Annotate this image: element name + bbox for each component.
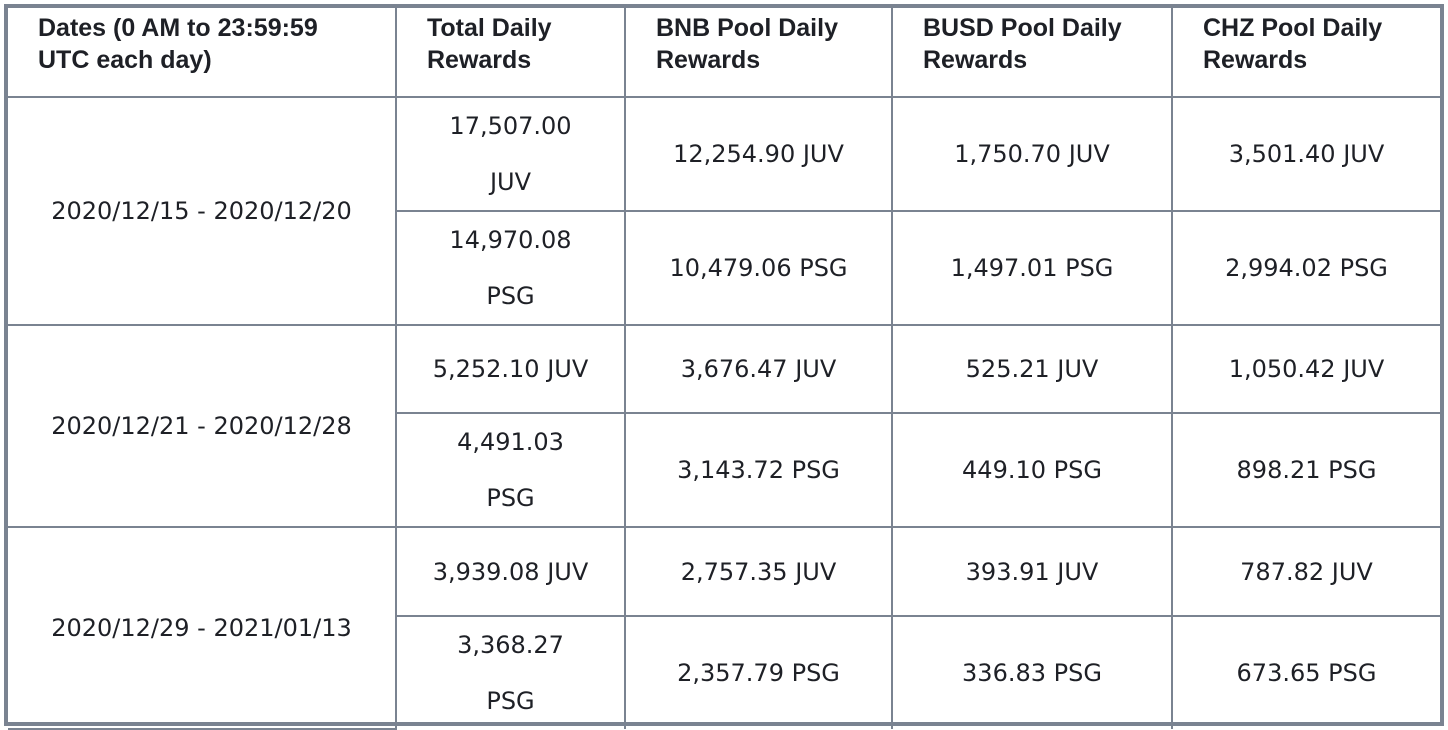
busd-pool-rewards-cell: 449.10 PSG xyxy=(891,412,1173,528)
bnb-pool-rewards-cell: 2,357.79 PSG xyxy=(624,615,893,729)
table-row: 3,368.27 PSG 2,357.79 PSG 336.83 PSG 673… xyxy=(8,615,1440,729)
header-bnb-pool-daily-rewards: BNB Pool Daily Rewards xyxy=(624,8,893,98)
header-chz-pool-daily-rewards: CHZ Pool Daily Rewards xyxy=(1171,8,1440,98)
busd-pool-rewards-cell: 1,750.70 JUV xyxy=(891,96,1173,212)
busd-pool-rewards-cell: 1,497.01 PSG xyxy=(891,210,1173,326)
busd-pool-rewards-cell: 336.83 PSG xyxy=(891,615,1173,729)
total-rewards-cell: 17,507.00 JUV xyxy=(395,96,626,212)
total-rewards-cell: 5,252.10 JUV xyxy=(395,324,626,414)
rewards-table-container: Dates (0 AM to 23:59:59 UTC each day) To… xyxy=(4,4,1444,730)
bnb-pool-rewards-cell: 10,479.06 PSG xyxy=(624,210,893,326)
total-rewards-cell: 3,368.27 PSG xyxy=(395,615,626,729)
table-row: 2020/12/29 - 2021/01/13 3,939.08 JUV 2,7… xyxy=(8,526,1440,730)
total-rewards-cell: 3,939.08 JUV xyxy=(395,526,626,617)
chz-pool-rewards-cell: 3,501.40 JUV xyxy=(1171,96,1440,212)
chz-pool-rewards-cell: 2,994.02 PSG xyxy=(1171,210,1440,326)
daily-rewards-table: Dates (0 AM to 23:59:59 UTC each day) To… xyxy=(8,8,1440,730)
table-row: 14,970.08 PSG 10,479.06 PSG 1,497.01 PSG… xyxy=(8,210,1440,326)
total-rewards-cell: 4,491.03 PSG xyxy=(395,412,626,528)
table-row: 2020/12/21 - 2020/12/28 5,252.10 JUV 3,6… xyxy=(8,324,1440,528)
busd-pool-rewards-cell: 393.91 JUV xyxy=(891,526,1173,617)
header-row: Dates (0 AM to 23:59:59 UTC each day) To… xyxy=(8,8,1440,98)
header-total-daily-rewards: Total Daily Rewards xyxy=(395,8,626,98)
bnb-pool-rewards-cell: 2,757.35 JUV xyxy=(624,526,893,617)
total-rewards-cell: 14,970.08 PSG xyxy=(395,210,626,326)
bnb-pool-rewards-cell: 12,254.90 JUV xyxy=(624,96,893,212)
date-range-cell: 2020/12/15 - 2020/12/20 xyxy=(8,96,397,326)
chz-pool-rewards-cell: 898.21 PSG xyxy=(1171,412,1440,528)
bnb-pool-rewards-cell: 3,143.72 PSG xyxy=(624,412,893,528)
chz-pool-rewards-cell: 673.65 PSG xyxy=(1171,615,1440,729)
bnb-pool-rewards-cell: 3,676.47 JUV xyxy=(624,324,893,414)
chz-pool-rewards-cell: 787.82 JUV xyxy=(1171,526,1440,617)
header-busd-pool-daily-rewards: BUSD Pool Daily Rewards xyxy=(891,8,1173,98)
table-row: 2020/12/15 - 2020/12/20 17,507.00 JUV 12… xyxy=(8,96,1440,326)
table-row: 4,491.03 PSG 3,143.72 PSG 449.10 PSG 898… xyxy=(8,412,1440,528)
date-range-cell: 2020/12/29 - 2021/01/13 xyxy=(8,526,397,730)
busd-pool-rewards-cell: 525.21 JUV xyxy=(891,324,1173,414)
date-range-cell: 2020/12/21 - 2020/12/28 xyxy=(8,324,397,528)
chz-pool-rewards-cell: 1,050.42 JUV xyxy=(1171,324,1440,414)
header-dates: Dates (0 AM to 23:59:59 UTC each day) xyxy=(8,8,397,98)
